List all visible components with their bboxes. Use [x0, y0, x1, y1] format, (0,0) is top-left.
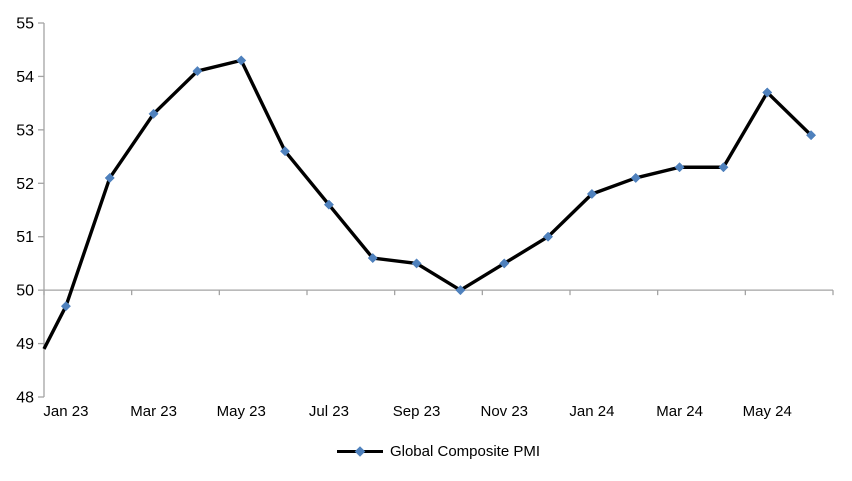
y-axis-label: 50 — [16, 283, 34, 300]
data-point-marker — [60, 301, 71, 312]
data-point-marker — [674, 162, 685, 173]
x-axis-label: Mar 24 — [656, 403, 703, 420]
x-axis-label: Jan 23 — [43, 403, 88, 420]
y-axis-label: 52 — [16, 176, 34, 193]
chart-legend: Global Composite PMI — [44, 438, 833, 464]
y-axis-label: 51 — [16, 229, 34, 246]
data-point-marker — [586, 188, 597, 200]
data-point-marker — [236, 55, 247, 66]
pmi-series-line — [42, 58, 813, 350]
data-point-marker — [192, 66, 203, 77]
x-axis-label: Nov 23 — [480, 403, 528, 420]
y-axis-label: 48 — [16, 390, 34, 407]
data-point-marker — [455, 285, 466, 296]
x-axis-label: May 23 — [217, 403, 266, 420]
x-axis-label: Jul 23 — [309, 403, 349, 420]
y-axis-label: 54 — [16, 69, 34, 86]
x-axis-label: Jan 24 — [569, 403, 614, 420]
x-axis-label: Mar 23 — [130, 403, 177, 420]
x-axis-label: May 24 — [743, 403, 792, 420]
y-axis-label: 55 — [16, 16, 34, 33]
data-point-marker — [718, 162, 729, 173]
data-point-marker — [104, 172, 115, 183]
y-axis-label: 49 — [16, 336, 34, 353]
data-point-marker — [762, 87, 773, 98]
data-point-marker — [499, 258, 510, 269]
data-point-marker — [280, 146, 291, 157]
pmi-line-chart-canvas: 55 54 53 52 51 50 49 48 Jan 23 Mar 23 May 23 Jul 23… — [16, 16, 834, 420]
y-axis-label: 53 — [16, 122, 34, 139]
x-axis-label: Sep 23 — [393, 403, 441, 420]
data-point-marker — [806, 130, 817, 141]
data-point-marker — [543, 231, 554, 242]
data-point-marker — [411, 258, 422, 269]
data-point-marker — [367, 253, 378, 264]
data-point-marker — [323, 199, 334, 210]
legend-series-marker-icon — [336, 445, 383, 457]
data-point-marker — [630, 172, 641, 183]
data-point-marker — [148, 108, 159, 119]
legend-label: Global Composite PMI — [389, 442, 541, 460]
